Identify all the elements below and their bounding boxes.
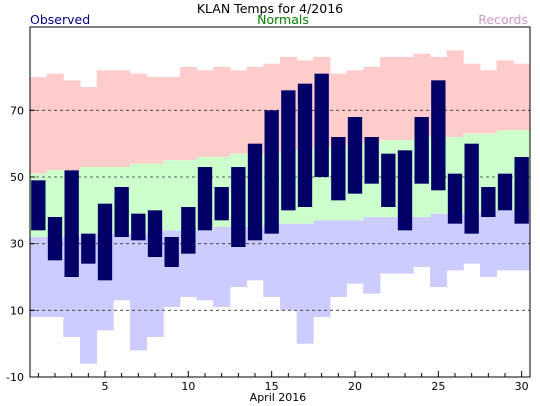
record-high-band <box>446 50 464 138</box>
normal-band <box>163 160 181 231</box>
record-high-band <box>113 70 131 167</box>
observed-bar <box>464 143 479 234</box>
y-tick-label: 50 <box>10 171 24 184</box>
observed-bar <box>431 80 446 191</box>
observed-bar <box>214 187 229 221</box>
x-axis-label: April 2016 <box>250 391 307 404</box>
observed-bar <box>164 237 179 267</box>
record-high-band <box>230 70 248 154</box>
legend-normals: Normals <box>257 12 309 27</box>
record-low-band <box>30 237 48 317</box>
y-tick-label: 30 <box>10 238 24 251</box>
record-low-band <box>413 217 431 267</box>
y-axis-ticks: -10 10 30 50 70 <box>6 104 35 384</box>
legend-records: Records <box>478 12 528 27</box>
record-high-band <box>96 70 114 167</box>
record-high-band <box>396 57 414 141</box>
observed-bar <box>364 137 379 184</box>
record-low-band <box>430 213 448 287</box>
y-tick-label: 10 <box>10 304 24 317</box>
record-high-band <box>363 67 381 144</box>
observed-bar <box>114 187 129 237</box>
record-high-band <box>196 70 214 157</box>
observed-bar <box>47 217 63 261</box>
observed-bar <box>64 170 79 277</box>
observed-bar <box>181 207 196 254</box>
record-low-band <box>380 217 398 274</box>
observed-bar <box>131 213 146 241</box>
record-high-band <box>46 73 64 171</box>
record-low-band <box>280 223 298 311</box>
record-low-band <box>446 213 464 271</box>
record-high-band <box>380 57 398 141</box>
record-high-band <box>146 77 164 164</box>
record-high-band <box>413 53 431 137</box>
observed-bar <box>497 173 513 211</box>
x-tick-label: 20 <box>348 380 362 393</box>
observed-bar <box>281 90 296 211</box>
record-high-band <box>80 87 98 167</box>
observed-bar <box>264 110 279 234</box>
observed-bar <box>231 167 246 247</box>
record-high-band <box>30 77 48 174</box>
observed-bar <box>347 117 363 194</box>
observed-bar <box>97 203 113 281</box>
legend-observed: Observed <box>30 12 90 27</box>
observed-bar <box>197 167 213 231</box>
plot-frame <box>29 26 531 378</box>
record-low-band <box>363 217 381 294</box>
observed-bar <box>481 187 496 217</box>
record-high-band <box>463 63 481 134</box>
record-low-band <box>80 233 98 364</box>
record-low-band <box>346 220 364 284</box>
chart-title: KLAN Temps for 4/2016 <box>197 1 343 16</box>
record-high-band <box>63 80 81 171</box>
record-low-band <box>496 210 514 271</box>
x-tick-label: 30 <box>515 380 529 393</box>
record-high-band <box>213 67 231 157</box>
observed-bar <box>314 73 329 177</box>
x-tick-label: 5 <box>102 380 109 393</box>
record-low-band <box>330 220 348 297</box>
record-low-band <box>213 227 231 307</box>
record-low-band <box>263 223 281 297</box>
grid-lines <box>30 109 530 311</box>
observed-bar <box>247 143 263 241</box>
record-high-band <box>163 77 181 161</box>
observed-bar <box>81 233 96 264</box>
record-low-band <box>130 233 148 351</box>
record-range-bands <box>30 50 531 364</box>
observed-bar <box>381 153 396 207</box>
observed-bar <box>147 210 163 257</box>
observed-bar <box>331 137 346 201</box>
record-high-band <box>513 63 531 131</box>
normal-band <box>80 167 98 234</box>
record-high-band <box>246 67 264 154</box>
observed-bar <box>31 180 46 231</box>
x-tick-label: 25 <box>431 380 445 393</box>
x-tick-label: 10 <box>181 380 195 393</box>
record-low-band <box>196 230 214 301</box>
record-low-band <box>296 223 314 344</box>
record-high-band <box>480 70 498 134</box>
record-low-band <box>313 220 331 317</box>
record-high-band <box>130 73 148 164</box>
observed-bar <box>514 157 529 224</box>
record-low-band <box>396 217 414 274</box>
y-tick-label: -10 <box>6 371 24 384</box>
x-axis-ticks: 5 10 15 20 25 30 <box>37 371 529 393</box>
observed-bar <box>447 173 463 224</box>
record-high-band <box>496 60 514 131</box>
record-low-band <box>513 210 531 271</box>
y-tick-label: 70 <box>10 104 24 117</box>
observed-bar <box>397 150 413 231</box>
record-low-band <box>113 233 131 301</box>
observed-bar <box>414 117 429 184</box>
observed-bar <box>297 83 313 207</box>
observed-range-bars <box>31 73 529 281</box>
x-tick-label: 15 <box>265 380 279 393</box>
record-high-band <box>180 67 198 161</box>
